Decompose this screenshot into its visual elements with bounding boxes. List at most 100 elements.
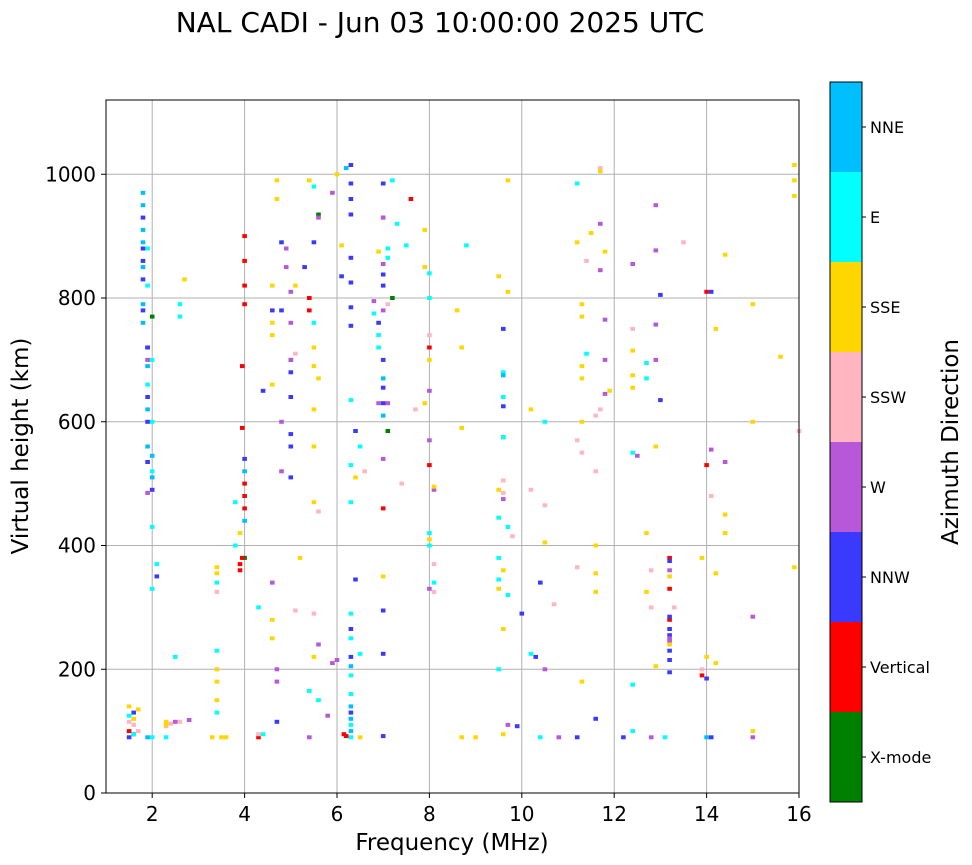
- point-w: [542, 667, 548, 672]
- point-e: [630, 729, 635, 734]
- point-sse: [311, 345, 317, 350]
- point-e: [584, 351, 589, 356]
- point-w: [427, 438, 432, 443]
- point-nnw: [348, 305, 354, 310]
- point-e: [214, 580, 220, 585]
- point-nnw: [380, 401, 386, 406]
- point-sse: [209, 735, 215, 740]
- point-vertical: [237, 562, 243, 567]
- point-e: [496, 555, 501, 560]
- point-sse: [422, 401, 428, 406]
- colorbar: X-mode Vertical NNW W SSW SSE E NNE: [829, 81, 931, 803]
- colorbar-tick-label: SSW: [870, 388, 906, 407]
- point-ssw: [316, 509, 321, 514]
- point-sse: [607, 388, 612, 393]
- y-axis-ticks: 0 200 400 600 800 1000: [45, 162, 106, 805]
- point-ssw: [362, 469, 367, 474]
- point-vertical: [242, 234, 247, 239]
- point-sse: [126, 704, 132, 709]
- point-sse: [311, 654, 317, 659]
- point-nne: [145, 444, 150, 449]
- point-vertical: [667, 617, 672, 622]
- point-w: [380, 262, 386, 266]
- point-w: [653, 248, 659, 253]
- point-ssw: [131, 722, 136, 727]
- colorbar-segment: [830, 352, 862, 442]
- point-e: [311, 184, 317, 189]
- point-vertical: [667, 555, 672, 560]
- point-ssw: [593, 413, 598, 418]
- point-w: [283, 265, 289, 270]
- point-w: [279, 419, 284, 424]
- point-nnw: [621, 735, 626, 740]
- point-nnw: [288, 432, 294, 437]
- point-nnw: [145, 395, 150, 399]
- point-w: [667, 568, 672, 573]
- point-nne: [348, 704, 354, 709]
- point-vertical: [240, 555, 245, 560]
- point-sse: [219, 735, 224, 740]
- point-e: [233, 543, 238, 548]
- point-e: [371, 311, 377, 316]
- point-w: [380, 456, 386, 461]
- point-e: [233, 500, 238, 505]
- point-e: [214, 710, 220, 715]
- point-ssw: [168, 721, 173, 726]
- point-e: [316, 698, 321, 703]
- point-ssw: [501, 478, 506, 483]
- point-nnw: [353, 577, 358, 582]
- point-vertical: [242, 481, 247, 486]
- point-nnw: [302, 265, 307, 270]
- point-ssw: [681, 240, 686, 245]
- point-nnw: [667, 648, 672, 653]
- point-nnw: [288, 370, 294, 375]
- point-w: [385, 401, 391, 406]
- point-nnw: [140, 308, 146, 313]
- point-e: [348, 398, 354, 403]
- point-e: [149, 469, 155, 474]
- point-vertical: [242, 494, 247, 498]
- colorbar-tick-label: Vertical: [870, 658, 930, 677]
- point-ssw: [579, 450, 585, 455]
- point-w: [653, 322, 659, 327]
- point-sse: [376, 249, 381, 254]
- point-sse: [792, 178, 797, 183]
- x-tick-label: 10: [509, 802, 534, 826]
- point-e: [376, 333, 381, 338]
- point-sse: [422, 227, 428, 232]
- point-sse: [270, 333, 275, 338]
- point-nnw: [242, 456, 247, 461]
- x-axis-ticks: 2 4 6 8 10 12 14 16: [146, 793, 812, 826]
- colorbar-segment: [830, 712, 862, 802]
- point-x-mode: [390, 296, 395, 300]
- point-sse: [459, 735, 464, 740]
- point-sse: [270, 636, 275, 641]
- point-nnw: [376, 320, 381, 325]
- point-ssw: [542, 503, 548, 508]
- point-nnw: [380, 181, 386, 186]
- point-w: [750, 614, 756, 619]
- point-x-mode: [385, 429, 391, 433]
- point-w: [602, 317, 608, 322]
- point-nnw: [708, 735, 714, 740]
- point-vertical: [240, 425, 245, 430]
- point-sse: [644, 531, 649, 536]
- point-sse: [496, 586, 501, 591]
- point-w: [274, 679, 280, 684]
- point-sse: [274, 197, 280, 201]
- point-nnw: [279, 240, 284, 245]
- point-w: [380, 308, 386, 313]
- point-w: [288, 357, 294, 362]
- point-w: [145, 490, 150, 495]
- point-ssw: [256, 732, 261, 737]
- point-nne: [501, 373, 506, 378]
- point-nnw: [279, 308, 284, 313]
- point-nne: [348, 664, 354, 669]
- point-nnw: [667, 658, 672, 662]
- point-sse: [163, 719, 169, 724]
- point-sse: [501, 568, 506, 573]
- point-e: [385, 255, 391, 260]
- point-e: [501, 395, 506, 399]
- point-w: [427, 388, 432, 393]
- point-sse: [579, 419, 585, 424]
